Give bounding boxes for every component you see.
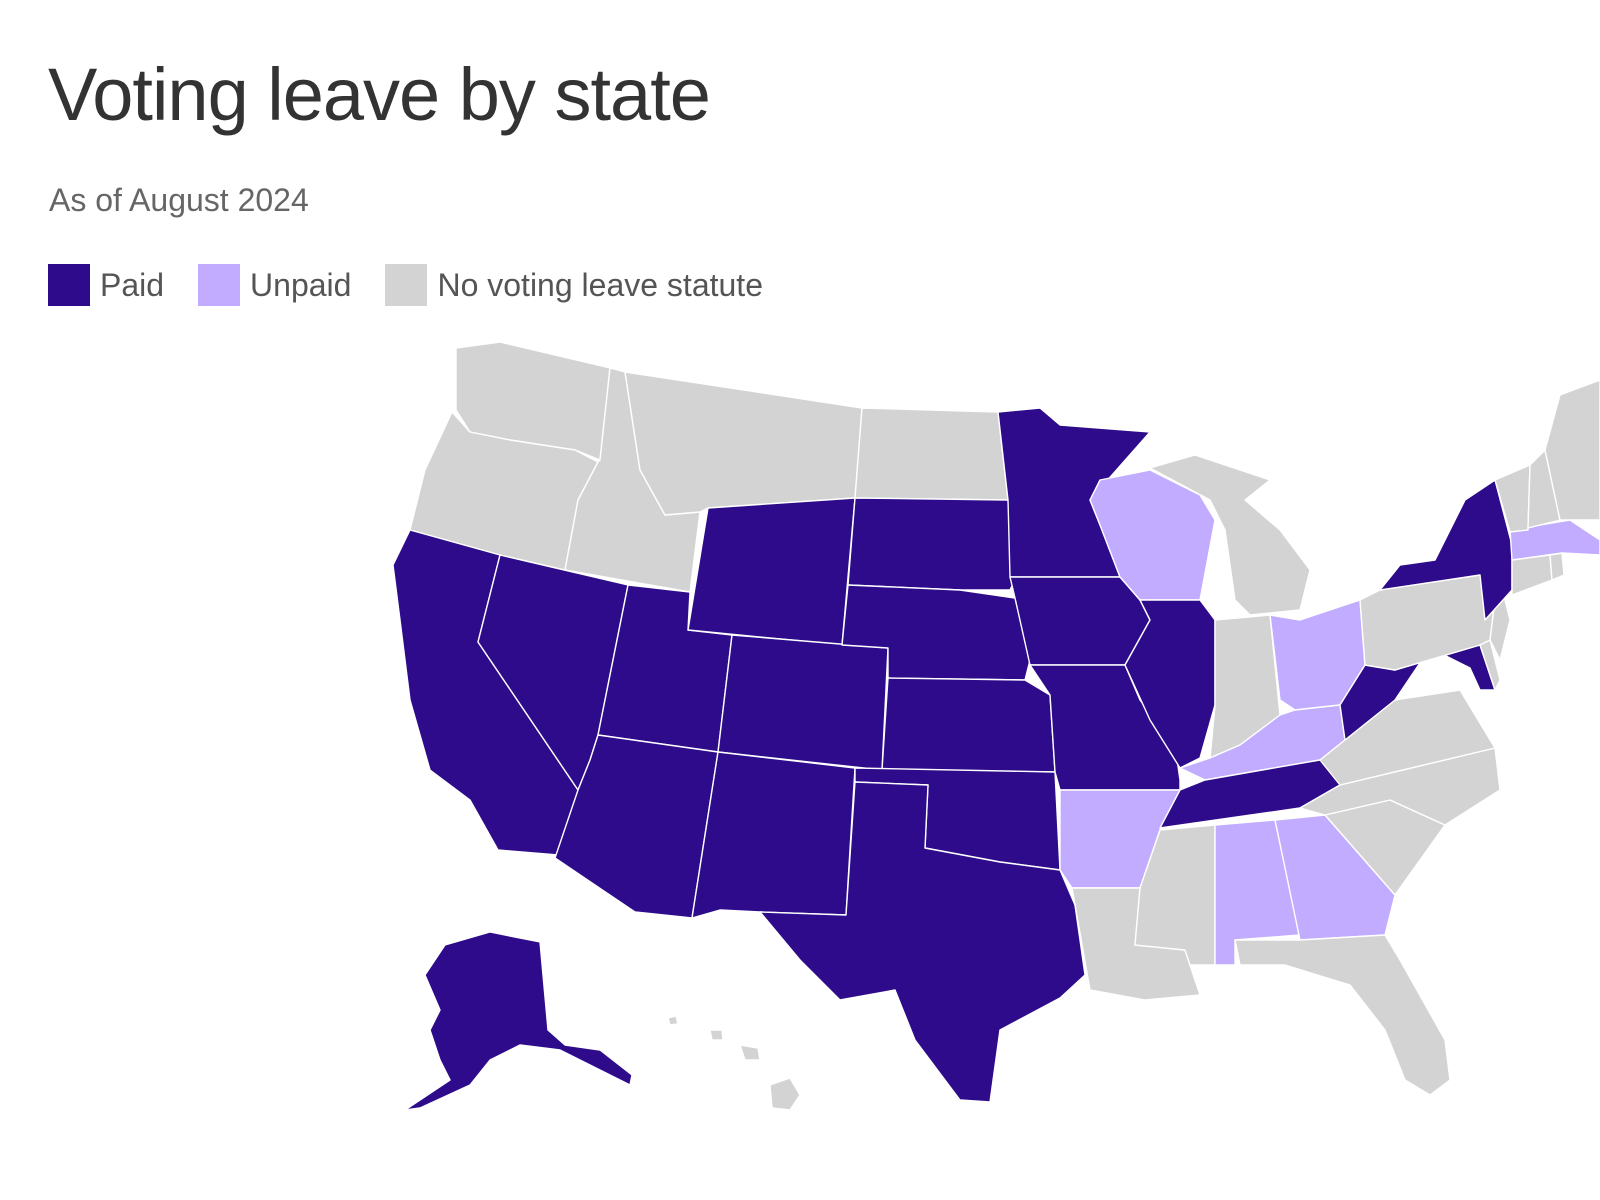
legend-label-paid: Paid (100, 266, 165, 303)
state-AK[interactable] (404, 931, 633, 1111)
state-CT[interactable] (1511, 554, 1553, 596)
legend-item-none: No voting leave statute (385, 264, 763, 306)
state-MI[interactable] (1149, 454, 1311, 616)
page-title: Voting leave by state (48, 53, 711, 136)
legend-swatch-unpaid (198, 264, 241, 306)
state-IA[interactable] (1009, 576, 1151, 666)
state-GA[interactable] (1274, 814, 1396, 941)
state-MT[interactable] (624, 371, 863, 516)
state-WY[interactable] (687, 497, 856, 646)
state-HI-island-2[interactable] (739, 1044, 761, 1061)
state-KS[interactable] (881, 677, 1056, 773)
state-IL[interactable] (1124, 599, 1216, 769)
state-HI-island-3[interactable] (709, 1029, 724, 1041)
state-HI-island-4[interactable] (667, 1015, 679, 1026)
state-NM[interactable] (691, 751, 856, 919)
state-NY[interactable] (1379, 479, 1513, 621)
state-ME[interactable] (1544, 379, 1600, 521)
state-VT[interactable] (1494, 464, 1531, 533)
page-subtitle: As of August 2024 (49, 182, 309, 218)
legend: Paid Unpaid No voting leave statute (48, 264, 797, 306)
state-CO[interactable] (717, 634, 889, 771)
legend-swatch-none (385, 264, 428, 306)
state-ND[interactable] (854, 407, 1009, 501)
state-FL[interactable] (1234, 934, 1451, 1096)
state-TX[interactable] (759, 781, 1086, 1103)
state-SD[interactable] (847, 497, 1016, 591)
legend-swatch-paid (48, 264, 90, 306)
legend-item-paid: Paid (48, 264, 164, 306)
state-RI[interactable] (1549, 552, 1565, 581)
legend-label-none: No voting leave statute (437, 266, 763, 303)
legend-item-unpaid: Unpaid (198, 264, 351, 306)
state-HI[interactable] (769, 1077, 801, 1111)
legend-label-unpaid: Unpaid (250, 266, 352, 303)
